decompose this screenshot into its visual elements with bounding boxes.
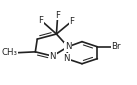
Text: N: N (63, 54, 70, 63)
Text: N: N (65, 42, 71, 51)
Text: F: F (55, 11, 60, 20)
Text: Br: Br (111, 42, 121, 51)
Text: CH₃: CH₃ (1, 48, 17, 57)
Text: N: N (49, 52, 56, 61)
Text: F: F (39, 16, 44, 25)
Text: F: F (69, 17, 74, 26)
